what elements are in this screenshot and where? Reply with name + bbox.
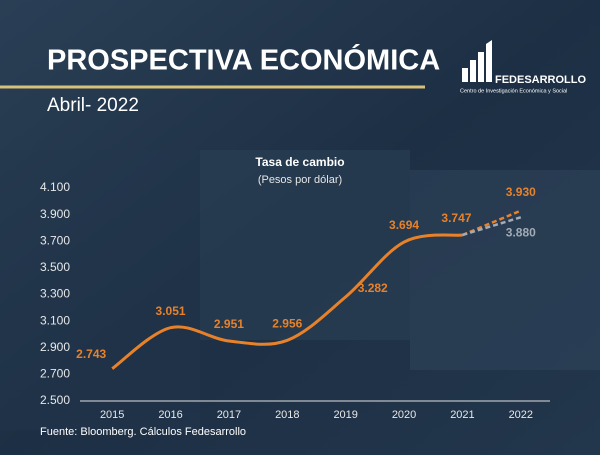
logo-bar bbox=[478, 52, 484, 82]
data-label: 2.956 bbox=[272, 316, 302, 330]
data-label: 2.951 bbox=[214, 317, 244, 331]
y-tick-label: 4.100 bbox=[40, 180, 70, 194]
data-label: 3.282 bbox=[358, 281, 388, 295]
y-tick-label: 3.500 bbox=[40, 260, 70, 274]
y-tick-label: 3.100 bbox=[40, 313, 70, 327]
logo-tagline: Centro de Investigación Económica y Soci… bbox=[460, 88, 567, 94]
data-label: 3.694 bbox=[389, 218, 419, 232]
y-tick-label: 2.700 bbox=[40, 367, 70, 381]
y-tick-label: 2.900 bbox=[40, 340, 70, 354]
x-tick-label: 2019 bbox=[333, 409, 357, 421]
x-tick-label: 2020 bbox=[392, 409, 416, 421]
y-tick-label: 3.900 bbox=[40, 207, 70, 221]
chart-subtitle: (Pesos por dólar) bbox=[258, 174, 342, 186]
data-label: 3.747 bbox=[441, 211, 471, 225]
x-tick-label: 2022 bbox=[509, 409, 533, 421]
x-tick-label: 2018 bbox=[275, 409, 299, 421]
bg-panel bbox=[0, 150, 200, 430]
data-label: 2.743 bbox=[76, 347, 106, 361]
bg-panel bbox=[200, 150, 410, 340]
source-note: Fuente: Bloomberg. Cálculos Fedesarrollo bbox=[40, 426, 246, 438]
line-series bbox=[111, 233, 463, 370]
x-tick-label: 2021 bbox=[450, 409, 474, 421]
chart-title: Tasa de cambio bbox=[255, 155, 344, 169]
data-label: 3.051 bbox=[156, 304, 186, 318]
data-label: 3.880 bbox=[506, 225, 536, 239]
bg-panel bbox=[410, 170, 600, 370]
logo-bar bbox=[470, 60, 476, 82]
x-tick-label: 2017 bbox=[217, 409, 241, 421]
logo-bar bbox=[486, 40, 492, 82]
y-tick-label: 2.500 bbox=[40, 393, 70, 407]
y-tick-label: 3.700 bbox=[40, 233, 70, 247]
line-series bbox=[462, 216, 522, 237]
x-tick-label: 2016 bbox=[158, 409, 182, 421]
plot: 2.500 2.700 2.900 3.100 3.300 3.500 3.700 3.900… bbox=[40, 180, 550, 421]
logo-name: FEDESARROLLO bbox=[495, 74, 587, 86]
x-tick-label: 2015 bbox=[100, 409, 124, 421]
y-tick-label: 3.300 bbox=[40, 287, 70, 301]
data-label: 3.930 bbox=[506, 185, 536, 199]
logo-bar bbox=[462, 68, 468, 82]
slide-title: PROSPECTIVA ECONÓMICA bbox=[47, 43, 440, 77]
logo: FEDESARROLLO Centro de Investigación Eco… bbox=[460, 40, 587, 94]
slide-date: Abril- 2022 bbox=[47, 95, 139, 116]
